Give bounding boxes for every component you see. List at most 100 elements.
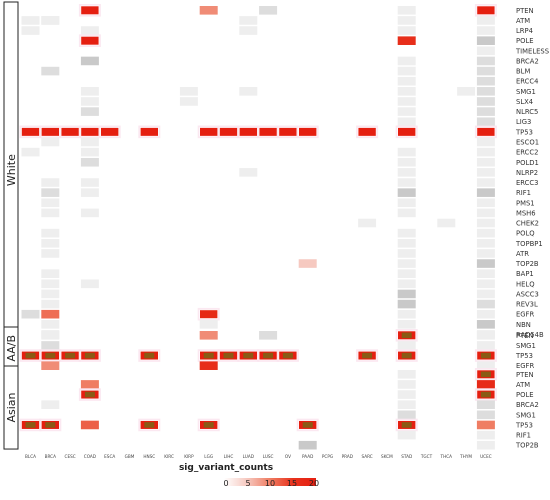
gene-label: SLX4 <box>516 98 533 106</box>
heat-cell <box>397 76 416 86</box>
heat-cell-core <box>144 422 155 428</box>
heat-cell <box>397 97 416 106</box>
heat-cell <box>298 259 317 268</box>
x-tick-label: TGCT <box>420 454 433 459</box>
heat-cell <box>476 107 495 116</box>
heat-cell <box>21 26 40 35</box>
gene-label: NBN <box>516 321 531 329</box>
heat-cell <box>397 320 416 329</box>
heat-cell <box>476 56 495 66</box>
gene-label: RIF1 <box>516 189 531 197</box>
heat-cell <box>476 331 495 340</box>
x-tick-label: SKCM <box>381 454 393 459</box>
heat-cell <box>199 6 218 15</box>
heat-cell <box>397 87 416 96</box>
heat-cell <box>476 259 495 268</box>
gene-label: TP53 <box>515 352 533 360</box>
x-tick-label: HNSC <box>143 454 155 459</box>
heat-cell <box>41 341 60 350</box>
heat-cell <box>80 97 99 106</box>
heat-cell <box>397 309 416 319</box>
heat-cell <box>476 127 496 137</box>
heat-cell <box>80 380 99 389</box>
heat-cell <box>397 269 416 278</box>
heat-cell <box>41 198 60 208</box>
heat-cell <box>199 320 218 329</box>
gene-label: SMG1 <box>516 342 536 350</box>
x-tick-label: GBM <box>125 454 135 459</box>
heat-cell <box>239 26 258 35</box>
legend-tick-label: 10 <box>265 479 275 488</box>
heat-cell <box>397 6 416 15</box>
heat-cell <box>41 269 60 278</box>
heat-cell <box>476 341 495 350</box>
heat-cell <box>397 410 416 420</box>
group-box-2 <box>3 365 19 450</box>
heat-cell <box>476 208 495 218</box>
heat-cell <box>41 400 60 409</box>
heat-cell <box>397 299 416 309</box>
x-tick-label: KIRC <box>164 454 174 459</box>
heat-cell <box>179 97 198 106</box>
gene-label: EGFR <box>516 311 534 319</box>
x-tick-label: UCEC <box>480 454 492 459</box>
x-tick-label: THCA <box>440 454 453 459</box>
heat-cell <box>476 36 495 45</box>
gene-label: ATM <box>516 17 530 25</box>
heat-cell <box>41 66 60 76</box>
heat-cell <box>397 198 416 208</box>
heat-cell <box>80 36 100 46</box>
heat-cell <box>476 157 495 167</box>
gene-label: POLD1 <box>516 159 539 167</box>
heat-cell <box>60 127 80 137</box>
heat-cell-core <box>203 352 214 359</box>
heat-cell-core <box>84 391 95 398</box>
heat-cell <box>397 168 416 177</box>
x-tick-label: LUSC <box>263 454 274 459</box>
heat-cell <box>80 208 99 218</box>
heat-cell <box>476 76 495 86</box>
heat-cell <box>239 87 258 96</box>
heat-cell <box>80 420 99 430</box>
heat-cell <box>397 178 416 187</box>
heat-cell <box>476 400 495 409</box>
heat-cell <box>476 198 495 208</box>
heat-cell <box>80 188 99 197</box>
x-tick-label: CESC <box>65 454 76 459</box>
gene-label: BRCA2 <box>516 401 539 409</box>
heat-cell <box>397 430 416 440</box>
heat-cell <box>476 16 495 25</box>
heat-cell <box>179 87 198 96</box>
heat-cell <box>199 361 218 370</box>
gene-label: MSH6 <box>516 209 536 217</box>
heat-cell <box>80 137 99 147</box>
heat-cell <box>397 56 416 66</box>
gene-label: BLM <box>516 68 530 76</box>
heat-cell <box>476 289 495 299</box>
legend-tick-label: 15 <box>287 479 297 488</box>
x-tick-label: BLCA <box>25 454 36 459</box>
heat-cell <box>476 137 495 147</box>
heat-cell <box>219 127 238 137</box>
heat-cell <box>41 228 60 238</box>
gene-label: POLE <box>516 391 534 399</box>
gene-label: TP53 <box>515 128 533 136</box>
heat-cell <box>397 370 416 379</box>
heat-cell-core <box>203 422 214 428</box>
heat-cell <box>476 238 495 248</box>
heat-cell <box>476 218 495 228</box>
heat-cell-core <box>65 352 76 359</box>
gene-label: RAD54B <box>516 331 544 339</box>
heat-cell <box>357 127 377 137</box>
heat-cell <box>41 208 60 218</box>
heat-cell <box>298 127 318 137</box>
heat-cell <box>41 178 60 187</box>
heat-cell <box>397 26 416 35</box>
heat-cell <box>476 320 495 329</box>
heat-cell <box>476 279 495 289</box>
gene-label: POLE <box>516 37 534 45</box>
heat-cell <box>457 87 476 96</box>
heat-cell <box>476 309 495 319</box>
